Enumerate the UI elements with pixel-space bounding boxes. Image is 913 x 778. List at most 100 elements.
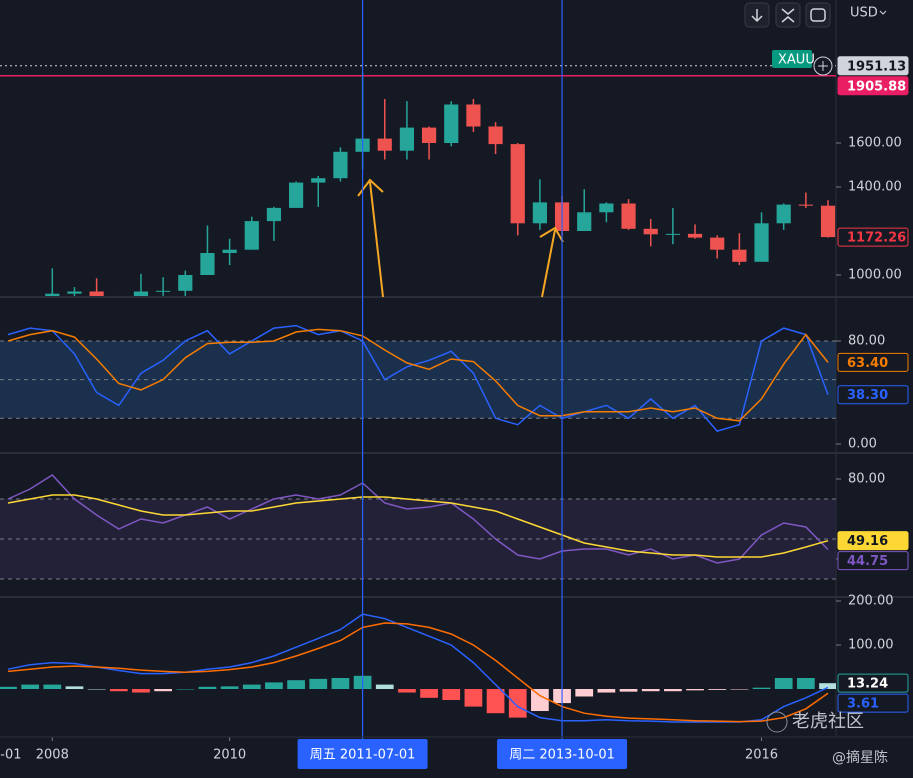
watermark: 老虎社区 @摘星陈 — [766, 711, 888, 766]
histogram-bar — [575, 689, 594, 697]
histogram-bar — [796, 678, 815, 690]
value-label: 1951.13 — [847, 59, 906, 74]
candle-body — [665, 233, 680, 235]
histogram-bar — [109, 689, 128, 692]
histogram-bar — [265, 682, 283, 690]
candle-body — [89, 291, 104, 297]
histogram-bar — [708, 689, 727, 690]
value-label: 63.40 — [847, 356, 888, 371]
histogram-bar — [442, 689, 461, 701]
symbol-tag-bg — [772, 50, 812, 68]
histogram-bar — [486, 689, 505, 714]
fit-button[interactable] — [775, 2, 801, 28]
histogram-bar — [287, 680, 305, 690]
candle-body — [377, 138, 392, 151]
author: @摘星陈 — [832, 749, 888, 766]
histogram-bar — [508, 689, 527, 718]
candle-body — [45, 293, 60, 297]
candle-body — [599, 203, 614, 213]
currency: USD — [850, 6, 878, 21]
candle-body — [444, 104, 459, 143]
histogram-bar — [774, 678, 793, 690]
candle-body — [421, 127, 437, 143]
toolbar: USD XAUU — [744, 2, 887, 76]
value-label: 1905.88 — [847, 79, 906, 94]
scroll-down-button[interactable] — [744, 2, 770, 28]
histogram-bar — [619, 689, 638, 692]
candle-body — [732, 249, 747, 262]
series-line — [7, 324, 829, 432]
candle-body — [289, 182, 304, 208]
arrow — [539, 226, 564, 298]
series-line — [7, 328, 829, 422]
candle-body — [643, 228, 658, 235]
histogram-bar — [597, 689, 616, 693]
candle-body — [399, 127, 415, 151]
crosshair-label-box — [497, 739, 628, 769]
panel — [0, 324, 836, 432]
value-label-box — [837, 352, 909, 372]
histogram-bar — [531, 689, 549, 712]
candle-body — [532, 202, 547, 224]
candle-body — [488, 126, 503, 145]
histogram-bar — [819, 683, 836, 690]
overlay: 1951.13 1905.88 1172.26 63.40 38.30 49.16 44.7… — [36, 0, 909, 769]
histogram-bar — [43, 684, 62, 690]
value-label-box — [837, 551, 909, 571]
value-label: 13.24 — [847, 677, 888, 692]
candle-body — [687, 233, 703, 238]
candle-body — [156, 290, 171, 292]
histogram-bar — [331, 678, 350, 690]
histogram-bar — [21, 684, 40, 690]
add-button[interactable] — [813, 56, 833, 76]
histogram-bar — [464, 689, 483, 707]
histogram-bar — [176, 689, 195, 690]
x-edge-label: 2-01 — [0, 748, 22, 763]
candle-body — [710, 237, 725, 250]
annotation-arrows — [357, 178, 564, 298]
candle-body — [621, 203, 636, 229]
value-label-box — [837, 227, 909, 247]
histogram-bar — [420, 689, 438, 698]
reset-button[interactable] — [805, 2, 831, 28]
candle-body — [754, 223, 769, 262]
y-tick-label: 80.00 — [848, 334, 885, 349]
panel — [0, 474, 836, 580]
candle-body — [333, 151, 348, 179]
value-label: 1172.26 — [847, 231, 906, 246]
candle-body — [577, 212, 592, 231]
value-label-box — [837, 56, 909, 76]
histogram-bar — [641, 689, 660, 692]
candle-body — [466, 104, 481, 127]
value-label-box — [837, 531, 909, 551]
series-line — [7, 622, 829, 723]
crosshair-label-box — [297, 739, 428, 769]
y-tick-label: 100.00 — [848, 638, 894, 653]
histogram-bar — [730, 689, 749, 690]
candle-body — [133, 291, 149, 297]
value-label: 44.75 — [847, 554, 888, 569]
candle-body — [311, 178, 326, 183]
histogram-bar — [664, 689, 682, 692]
candle-body — [222, 249, 237, 253]
histogram-bar — [0, 686, 17, 690]
value-label: 3.61 — [847, 697, 879, 712]
series-line — [7, 613, 829, 723]
value-label-box — [837, 76, 909, 96]
candle-body — [798, 204, 813, 206]
watermark-icon — [766, 711, 788, 733]
value-label-box — [837, 693, 909, 713]
watermark-text: 老虎社区 — [792, 711, 864, 732]
value-label-box — [837, 385, 909, 405]
value-label: 38.30 — [847, 388, 888, 403]
candle-body — [244, 221, 259, 250]
histogram-bar — [398, 689, 416, 693]
currency-menu[interactable]: USD — [850, 6, 887, 21]
histogram-bar — [686, 689, 704, 691]
histogram-bar — [242, 684, 261, 690]
histogram-bar — [220, 686, 239, 690]
y-tick-label: 1600.00 — [848, 136, 902, 151]
candle-body — [776, 204, 791, 224]
candle-body — [67, 291, 82, 294]
